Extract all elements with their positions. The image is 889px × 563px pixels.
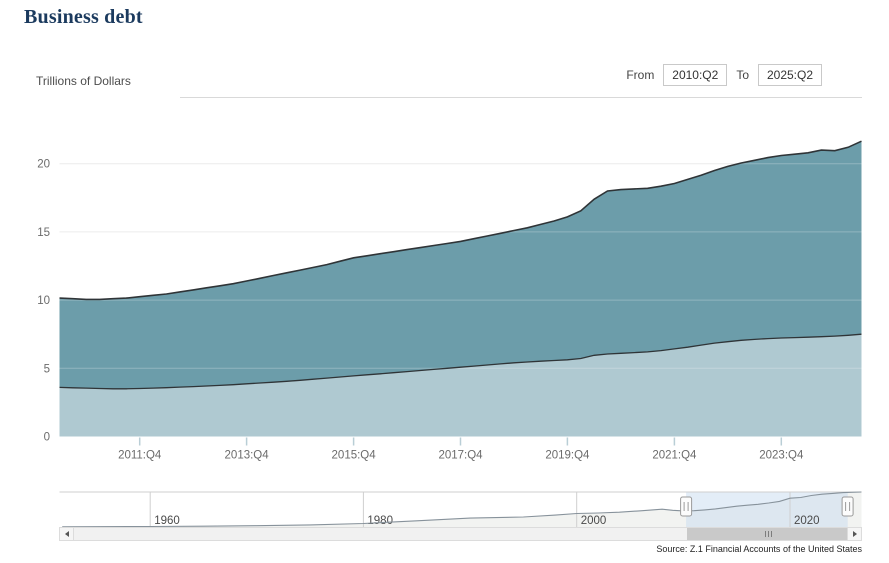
timeline-curve xyxy=(62,491,862,528)
arrow-right-icon xyxy=(852,531,857,537)
timeline-scrollbar[interactable] xyxy=(59,527,862,541)
x-axis-tick-label: 2021:Q4 xyxy=(652,450,697,462)
from-date-input[interactable] xyxy=(663,64,728,86)
x-axis-tick-label: 2011:Q4 xyxy=(118,450,162,462)
scrollbar-right-arrow-button[interactable] xyxy=(847,528,861,540)
thumb-grip-icon xyxy=(767,531,769,537)
axis-unit-label: Trillions of Dollars xyxy=(36,74,131,88)
scrollbar-thumb[interactable] xyxy=(687,528,849,540)
y-axis-tick-label: 15 xyxy=(37,227,50,239)
scrollbar-left-arrow-button[interactable] xyxy=(60,528,74,540)
y-axis-tick-label: 5 xyxy=(44,363,50,375)
header-divider xyxy=(180,97,862,98)
page-title: Business debt xyxy=(24,6,143,28)
y-axis-tick-label: 10 xyxy=(37,295,50,307)
upper-series-area xyxy=(59,141,862,389)
timeline-year-label: 1980 xyxy=(367,515,393,527)
x-axis-tick-label: 2019:Q4 xyxy=(545,450,590,462)
thumb-grip-icon xyxy=(764,531,766,537)
lower-series-area xyxy=(59,334,862,437)
total-series-line xyxy=(59,140,862,301)
arrow-left-icon xyxy=(64,531,69,537)
timeline-year-label: 2020 xyxy=(794,515,820,527)
timeline-year-label: 1960 xyxy=(154,515,180,527)
source-note: Source: Z.1 Financial Accounts of the Un… xyxy=(656,544,862,554)
x-axis-tick-label: 2023:Q4 xyxy=(759,450,804,462)
y-axis-tick-label: 20 xyxy=(37,159,50,171)
from-label: From xyxy=(626,68,655,82)
x-axis-tick-label: 2013:Q4 xyxy=(225,450,270,462)
to-label: To xyxy=(736,68,749,82)
date-range-controls: From To xyxy=(626,64,822,86)
timeline-range-selector[interactable]: 1960 1980 2000 2020 xyxy=(0,485,889,545)
timeline-handle-left[interactable] xyxy=(680,496,693,517)
to-date-input[interactable] xyxy=(758,64,822,86)
lower-series-line xyxy=(59,333,862,390)
y-axis-tick-label: 0 xyxy=(44,432,50,444)
timeline-handle-right[interactable] xyxy=(841,496,854,517)
x-axis-tick-label: 2017:Q4 xyxy=(438,450,483,462)
main-area-chart: 0 5 10 15 20 2011:Q4 2013:Q4 2015:Q4 2017:Q4 2019… xyxy=(37,140,862,462)
timeline-area-fill xyxy=(62,492,862,527)
thumb-grip-icon xyxy=(770,531,772,537)
timeline-year-label: 2000 xyxy=(581,515,607,527)
x-axis-tick-label: 2015:Q4 xyxy=(332,450,377,462)
